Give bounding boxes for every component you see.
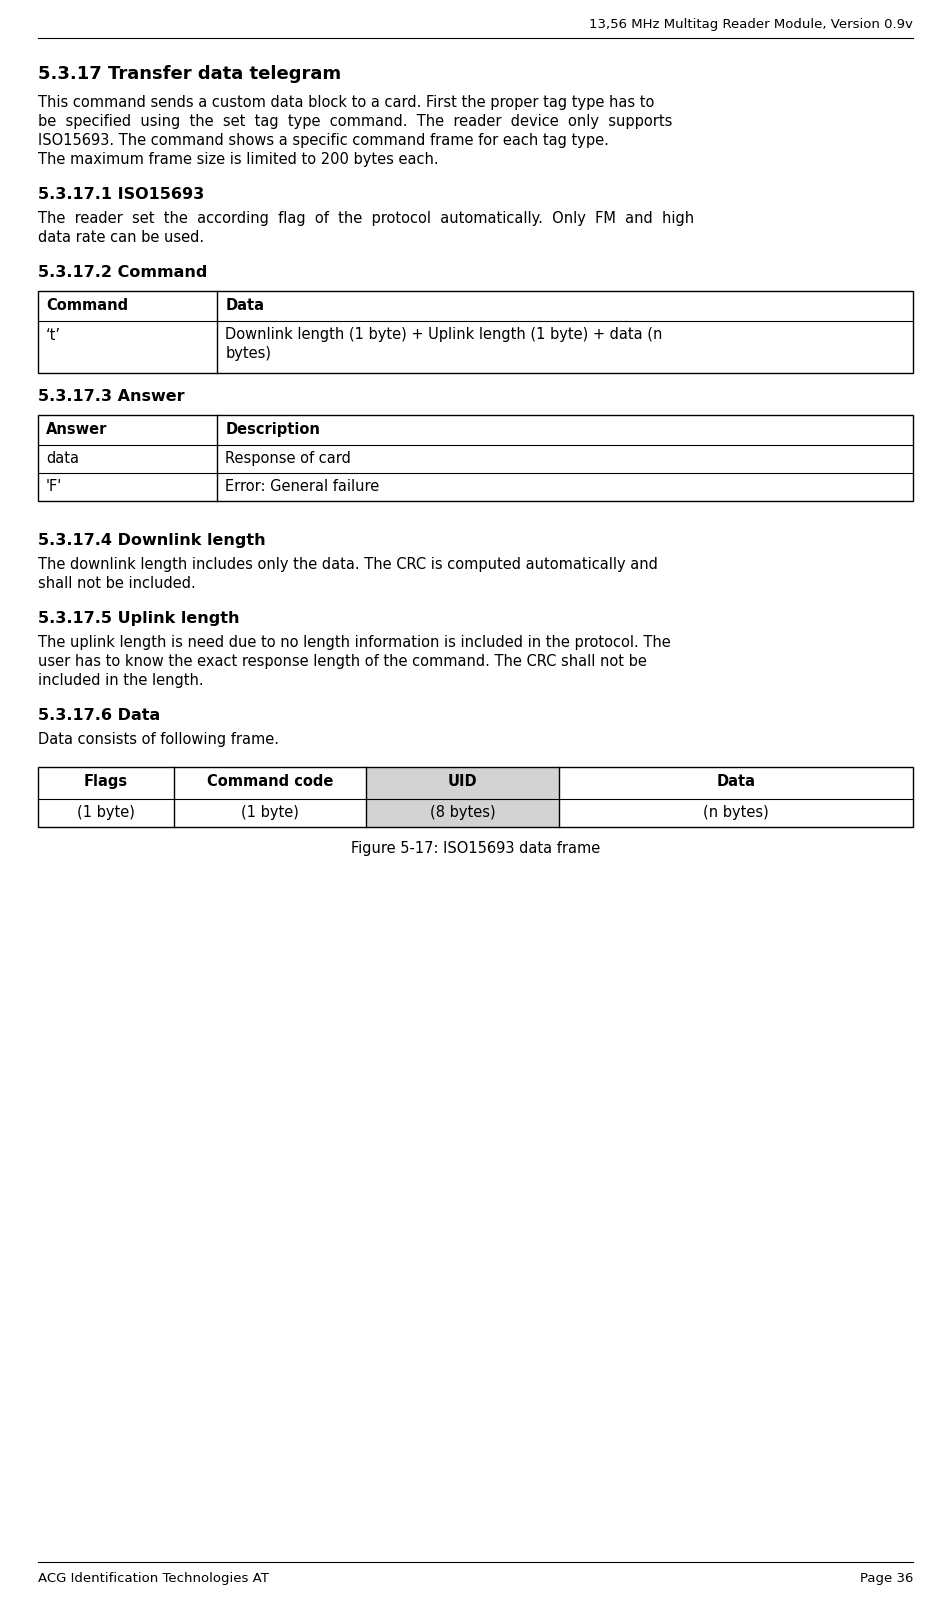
Text: The downlink length includes only the data. The CRC is computed automatically an: The downlink length includes only the da… (38, 557, 658, 572)
Text: Data: Data (716, 774, 755, 790)
Text: data rate can be used.: data rate can be used. (38, 231, 204, 245)
Text: 5.3.17.6 Data: 5.3.17.6 Data (38, 708, 161, 723)
Text: (1 byte): (1 byte) (77, 804, 135, 820)
Text: shall not be included.: shall not be included. (38, 577, 196, 591)
Text: included in the length.: included in the length. (38, 673, 204, 687)
Text: Command: Command (46, 298, 128, 312)
Bar (38, 292, 913, 373)
Text: Response of card: Response of card (225, 452, 351, 466)
Text: Figure 5-17: ISO15693 data frame: Figure 5-17: ISO15693 data frame (351, 841, 600, 855)
Text: Data: Data (225, 298, 264, 312)
Text: 5.3.17.5 Uplink length: 5.3.17.5 Uplink length (38, 610, 240, 626)
Text: Error: General failure: Error: General failure (225, 479, 379, 493)
Text: Description: Description (225, 421, 320, 437)
Text: ACG Identification Technologies AT: ACG Identification Technologies AT (38, 1572, 269, 1584)
Text: 5.3.17 Transfer data telegram: 5.3.17 Transfer data telegram (38, 66, 341, 83)
Text: 'F': 'F' (46, 479, 62, 493)
Text: 5.3.17.1 ISO15693: 5.3.17.1 ISO15693 (38, 187, 204, 202)
Text: UID: UID (448, 774, 477, 790)
Text: (1 byte): (1 byte) (241, 804, 299, 820)
Text: The uplink length is need due to no length information is included in the protoc: The uplink length is need due to no leng… (38, 634, 670, 650)
Text: Page 36: Page 36 (860, 1572, 913, 1584)
Text: Data consists of following frame.: Data consists of following frame. (38, 732, 279, 747)
Text: Answer: Answer (46, 421, 107, 437)
Text: ‘t’: ‘t’ (46, 328, 61, 343)
Text: user has to know the exact response length of the command. The CRC shall not be: user has to know the exact response leng… (38, 654, 647, 670)
Bar (366, 767, 558, 827)
Text: 5.3.17.2 Command: 5.3.17.2 Command (38, 264, 207, 280)
Text: This command sends a custom data block to a card. First the proper tag type has : This command sends a custom data block t… (38, 95, 654, 111)
Text: 5.3.17.4 Downlink length: 5.3.17.4 Downlink length (38, 533, 265, 548)
Text: (n bytes): (n bytes) (703, 804, 768, 820)
Text: Command code: Command code (206, 774, 333, 790)
Text: 13,56 MHz Multitag Reader Module, Version 0.9v: 13,56 MHz Multitag Reader Module, Versio… (589, 18, 913, 30)
Text: The maximum frame size is limited to 200 bytes each.: The maximum frame size is limited to 200… (38, 152, 438, 167)
Text: Downlink length (1 byte) + Uplink length (1 byte) + data (n: Downlink length (1 byte) + Uplink length… (225, 327, 663, 341)
Text: data: data (46, 452, 79, 466)
Bar (38, 767, 913, 827)
Bar (38, 415, 913, 501)
Text: The  reader  set  the  according  flag  of  the  protocol  automatically.  Only : The reader set the according flag of the… (38, 211, 694, 226)
Text: Flags: Flags (84, 774, 127, 790)
Text: ISO15693. The command shows a specific command frame for each tag type.: ISO15693. The command shows a specific c… (38, 133, 609, 147)
Text: 5.3.17.3 Answer: 5.3.17.3 Answer (38, 389, 184, 404)
Text: be  specified  using  the  set  tag  type  command.  The  reader  device  only  : be specified using the set tag type comm… (38, 114, 672, 130)
Text: (8 bytes): (8 bytes) (430, 804, 495, 820)
Text: bytes): bytes) (225, 346, 271, 360)
